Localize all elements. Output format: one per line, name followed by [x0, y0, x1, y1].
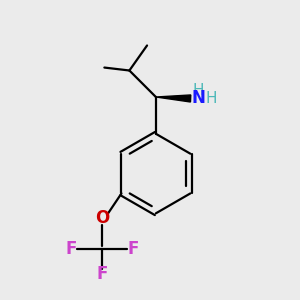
Text: H: H [193, 83, 204, 98]
Text: F: F [128, 240, 139, 258]
Text: F: F [66, 240, 77, 258]
Text: F: F [97, 266, 108, 284]
Text: O: O [95, 209, 109, 227]
Text: H: H [205, 91, 217, 106]
Polygon shape [156, 95, 191, 102]
Text: N: N [192, 89, 206, 107]
